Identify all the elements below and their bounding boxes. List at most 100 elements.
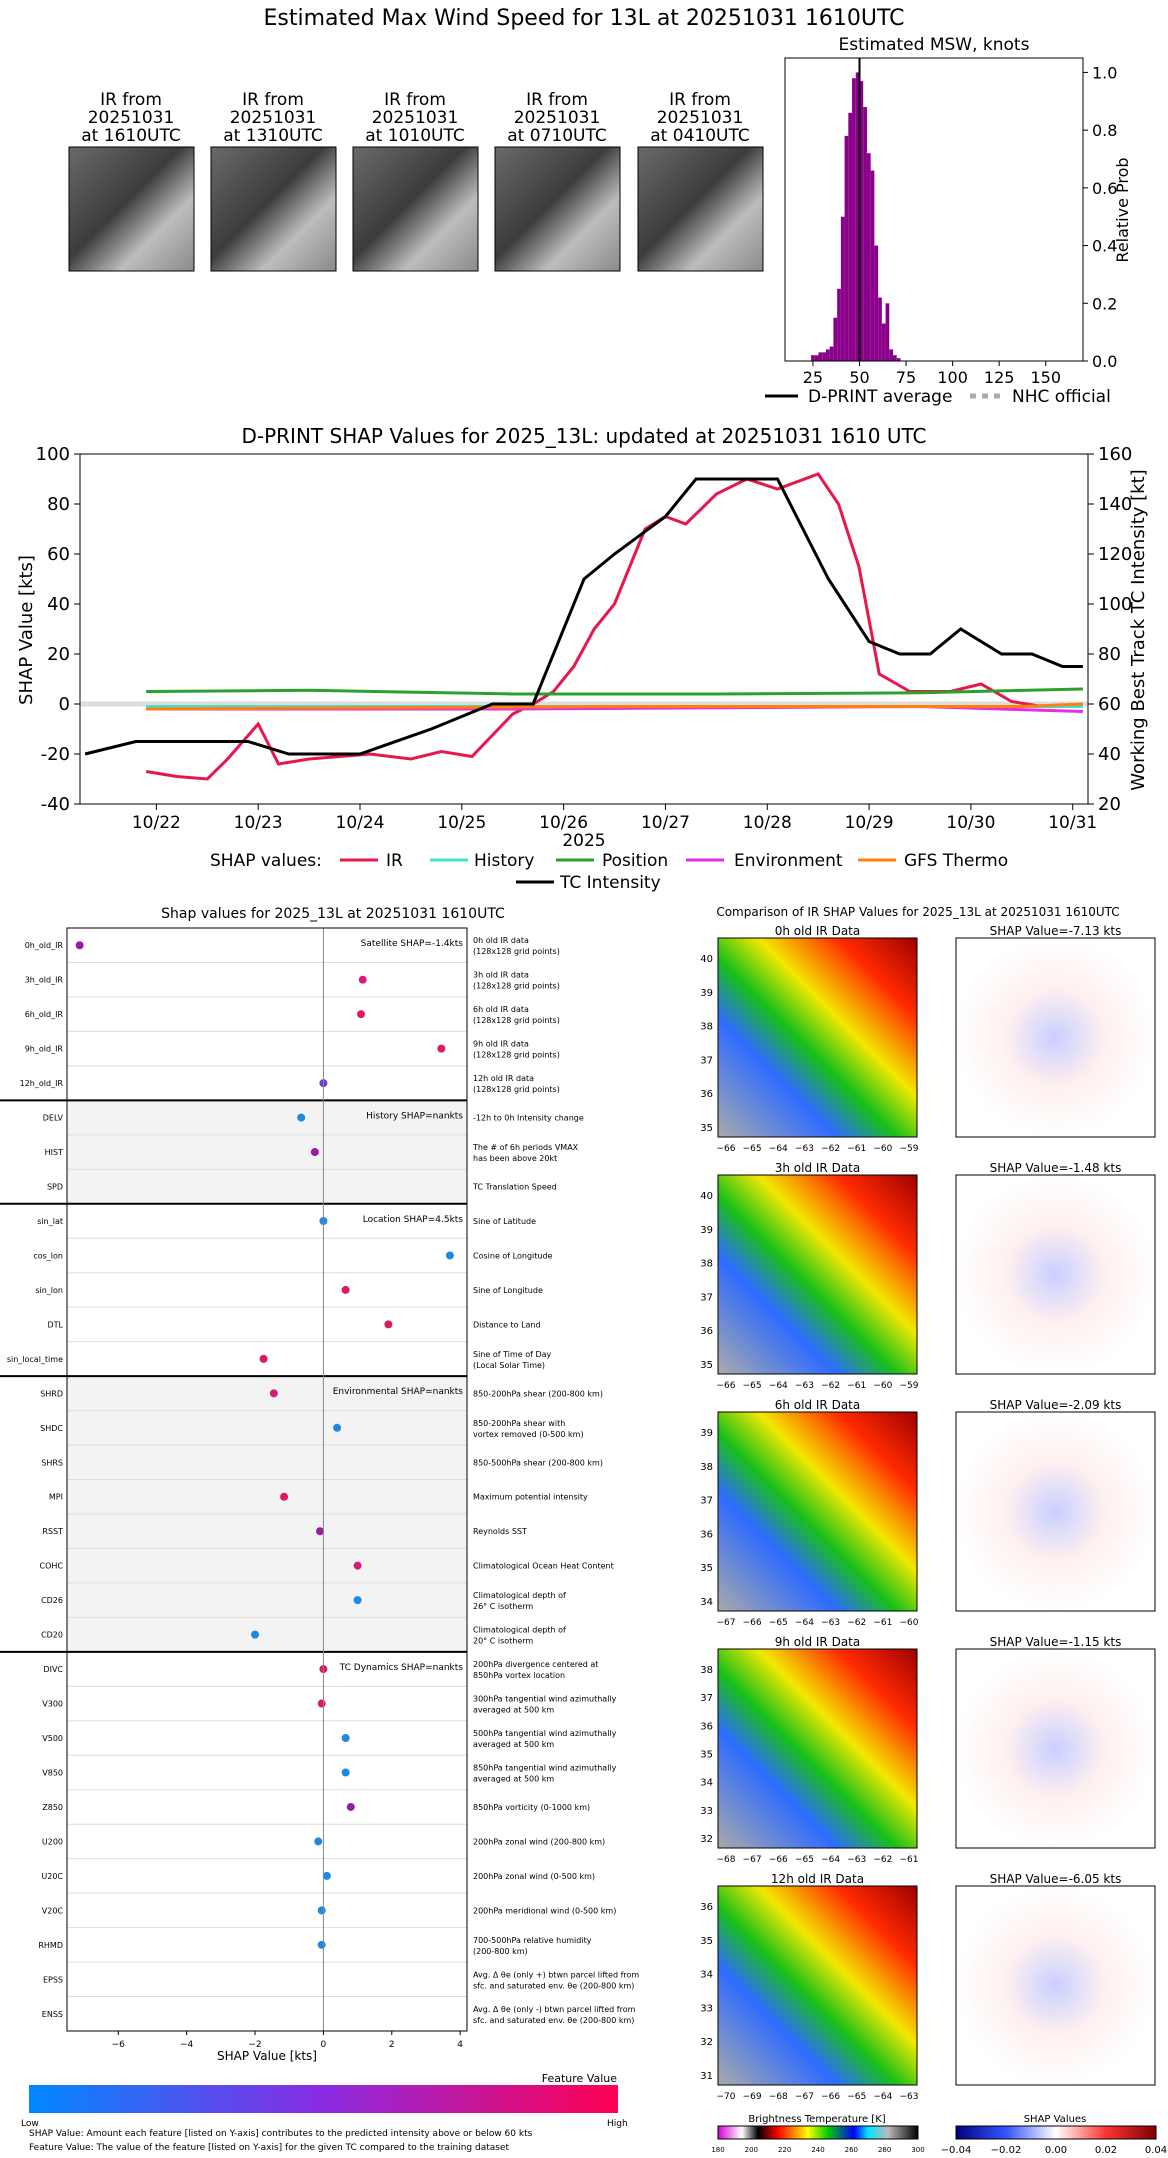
histogram-bar: [893, 355, 897, 361]
lat-tick-label: 36: [700, 1529, 713, 1540]
ir-thumb-image: [637, 146, 764, 272]
feature-desc: (128x128 grid points): [473, 1051, 560, 1060]
lon-tick-label: −62: [821, 1144, 840, 1154]
feature-desc: averaged at 500 km: [473, 1774, 554, 1783]
y2-tick-label: 120: [1098, 544, 1132, 565]
feature-point: [445, 1251, 454, 1260]
feature-point: [333, 1423, 342, 1432]
ir-panel-image: [717, 1174, 918, 1375]
feature-desc: Sine of Time of Day: [473, 1350, 552, 1359]
feature-point: [280, 1492, 289, 1501]
legend-label-tc: TC Intensity: [559, 873, 661, 893]
feature-name: sin_local_time: [7, 1355, 63, 1364]
lat-tick-label: 33: [700, 2003, 713, 2014]
feature-name: V850: [42, 1768, 63, 1777]
bt-tick-label: 300: [911, 2146, 924, 2154]
msw-marks: 25 50 75 100 125 150 0.0 0.2 0.4 0.6 0.8 1.0: [803, 58, 1117, 387]
bt-colorbar-title: Brightness Temperature [K]: [748, 2114, 885, 2125]
cmp-title: Comparison of IR SHAP Values for 2025_13…: [716, 905, 1119, 919]
ir-thumb-line2: 20251031: [230, 108, 317, 128]
feature-point: [358, 975, 367, 984]
ts-axes-frame: [79, 453, 1089, 805]
feature-desc: 700-500hPa relative humidity: [473, 1936, 592, 1945]
ir-thumb-line1: IR from: [384, 90, 446, 110]
lat-tick-label: 38: [700, 1259, 713, 1270]
feature-name: DELV: [43, 1114, 64, 1123]
ts-xlabel: 2025: [562, 831, 605, 851]
feature-name: U20C: [41, 1872, 63, 1881]
histogram-bar: [829, 346, 834, 361]
x-tick-label: 100: [937, 368, 968, 387]
shap-colorbar-ticks: −0.04 −0.02 0.00 0.02 0.04: [941, 2145, 1167, 2156]
feature-desc: 6h old IR data: [473, 1005, 529, 1014]
shap-panel-image: [955, 937, 1156, 1138]
bt-tick-label: 200: [745, 2146, 758, 2154]
y2-tick-label: 140: [1098, 494, 1132, 515]
x-tick-label: 10/30: [946, 813, 995, 833]
histogram-bar: [874, 245, 879, 361]
lon-tick-label: −66: [743, 1618, 762, 1628]
footnote-1: SHAP Value: Amount each feature [listed …: [29, 2129, 533, 2139]
feature-point: [297, 1113, 306, 1122]
ir-panel-title: 3h old IR Data: [775, 1161, 861, 1175]
lat-tick-label: 36: [700, 1326, 713, 1337]
feat-title: Shap values for 2025_13L at 20251031 161…: [161, 906, 505, 922]
lon-tick-label: −69: [743, 2092, 762, 2102]
histogram-bar: [885, 303, 890, 361]
feature-desc: (128x128 grid points): [473, 1016, 560, 1025]
lat-tick-label: 38: [700, 1022, 713, 1033]
msw-legend: D-PRINT average NHC official: [765, 387, 1111, 407]
ts-y2label: Working Best Track TC Intensity [kt]: [1128, 469, 1149, 790]
feature-name: CD26: [41, 1596, 63, 1605]
ir-panel-title: 6h old IR Data: [775, 1398, 861, 1412]
ir-thumb-line1: IR from: [669, 90, 731, 110]
shap-tick-label: 0.00: [1045, 2145, 1067, 2156]
histogram-bar: [870, 170, 875, 361]
lon-tick-label: −68: [769, 2092, 788, 2102]
msw-ylabel: Relative Prob: [1113, 157, 1132, 262]
feature-point: [310, 1148, 319, 1157]
lat-tick-label: 36: [700, 1721, 713, 1732]
shap-feature-panel: Shap values for 2025_13L at 20251031 161…: [0, 906, 639, 2153]
lat-tick-label: 40: [700, 954, 713, 965]
feature-colorbar: Feature Value Low High: [21, 2072, 628, 2129]
x-tick-label: 125: [984, 368, 1015, 387]
legend-label-dprint: D-PRINT average: [808, 387, 952, 407]
lon-tick-label: −67: [743, 1855, 762, 1865]
lon-tick-label: −64: [873, 2092, 892, 2102]
shap-tick-label: 0.04: [1145, 2145, 1167, 2156]
feature-desc: (Local Solar Time): [473, 1361, 545, 1370]
histogram-bar: [818, 352, 823, 361]
feature-desc: averaged at 500 km: [473, 1706, 554, 1715]
lon-tick-label: −64: [795, 1618, 814, 1628]
lat-tick-label: 39: [700, 1428, 713, 1439]
lon-tick-label: −65: [743, 1144, 762, 1154]
x-tick-label: 10/24: [336, 813, 385, 833]
ts-legend: SHAP values: IR History Position Environ…: [210, 851, 1008, 893]
shap-tick-label: 0.02: [1095, 2145, 1117, 2156]
feature-point: [315, 1527, 324, 1536]
lon-tick-label: −66: [821, 2092, 840, 2102]
feature-desc: (128x128 grid points): [473, 982, 560, 991]
feature-name: RHMD: [38, 1941, 63, 1950]
footnote-2: Feature Value: The value of the feature …: [29, 2143, 509, 2153]
ir-panel-image: [717, 1885, 918, 2086]
lon-tick-label: −61: [873, 1618, 892, 1628]
histogram-bar: [844, 135, 849, 361]
ir-thumb-line2: 20251031: [372, 108, 459, 128]
feature-name: SHRD: [40, 1389, 63, 1398]
shap-panel-title: SHAP Value=-7.13 kts: [990, 924, 1122, 938]
histogram-bar: [825, 349, 830, 361]
x-tick-label: 10/28: [743, 813, 792, 833]
feature-desc: 850hPa vorticity (0-1000 km): [473, 1803, 590, 1812]
y2-tick-label: 40: [1098, 744, 1121, 765]
feature-name: RSST: [42, 1527, 63, 1536]
feature-desc: sfc. and saturated env. θe (200-800 km): [473, 2016, 634, 2025]
feature-name: ENSS: [42, 2010, 63, 2019]
bt-colorbar: Brightness Temperature [K] 180 200 220 240 2…: [711, 2114, 924, 2154]
ir-comparison: Comparison of IR SHAP Values for 2025_13…: [700, 905, 1167, 2156]
feature-point: [341, 1768, 350, 1777]
ir-thumb-image: [68, 146, 195, 272]
msw-title: Estimated MSW, knots: [839, 35, 1030, 55]
